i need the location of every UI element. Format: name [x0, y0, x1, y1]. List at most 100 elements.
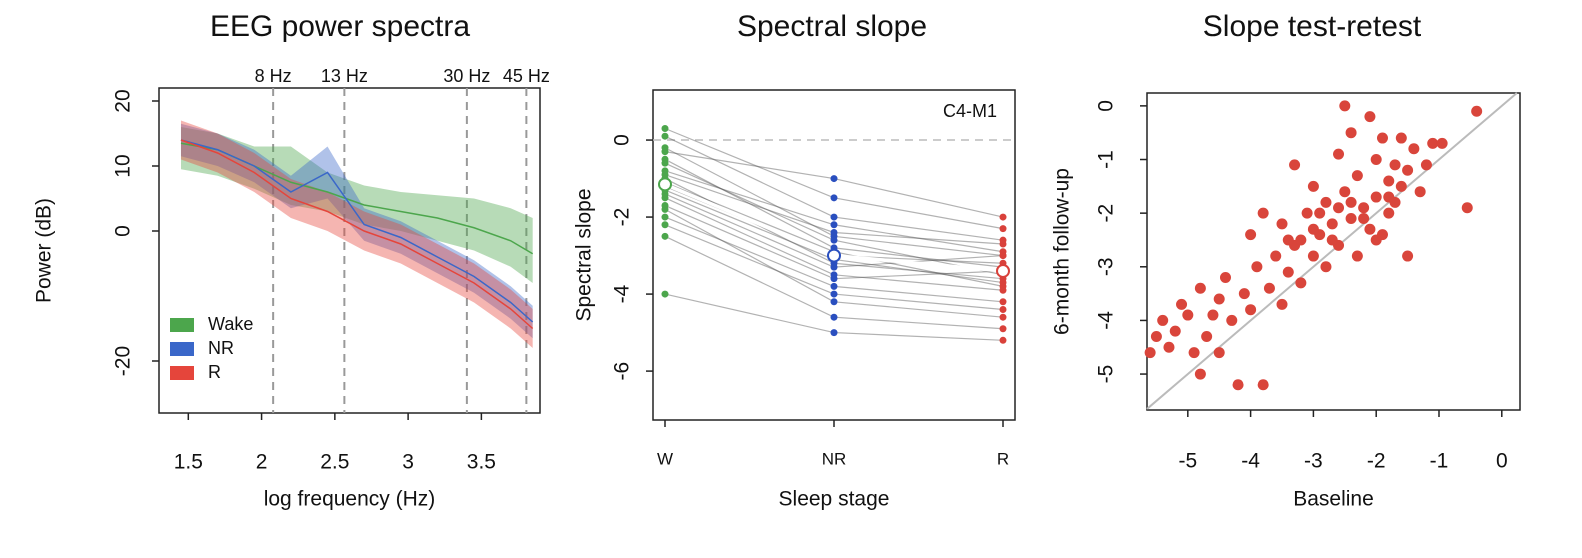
subject-point — [830, 290, 838, 298]
scatter-point — [1245, 304, 1257, 316]
subject-point — [830, 194, 838, 202]
scatter-point — [1364, 223, 1376, 235]
scatter-point — [1257, 207, 1269, 219]
scatter-point — [1395, 132, 1407, 144]
chart-title: EEG power spectra — [210, 10, 470, 43]
scatter-point — [1427, 137, 1439, 149]
scatter-point — [1389, 159, 1401, 171]
subject-point — [661, 232, 669, 240]
scatter-point — [1402, 164, 1414, 176]
scatter-point — [1182, 309, 1194, 321]
scatter-point — [1194, 368, 1206, 380]
subject-point — [830, 228, 838, 236]
scatter-point — [1232, 379, 1244, 391]
scatter-point — [1461, 202, 1473, 214]
y-tick-label: -2 — [611, 208, 634, 227]
scatter-point — [1289, 159, 1301, 171]
subject-point — [661, 202, 669, 210]
scatter-point — [1169, 325, 1181, 337]
scatter-point — [1364, 111, 1376, 123]
x-tick-label: 1.5 — [174, 451, 203, 474]
plot-frame — [158, 87, 541, 414]
subject-point — [830, 329, 838, 337]
subject-point — [999, 225, 1007, 233]
scatter-point — [1295, 234, 1307, 246]
scatter-point — [1314, 207, 1326, 219]
x-tick-label: 0 — [1496, 450, 1508, 473]
frequency-label: 8 Hz — [255, 66, 292, 86]
x-axis-label: Sleep stage — [779, 488, 890, 511]
scatter-point — [1339, 186, 1351, 198]
scatter-point — [1157, 314, 1169, 326]
subject-point — [830, 313, 838, 321]
legend-swatch — [170, 342, 194, 356]
subject-point — [661, 171, 669, 179]
subject-point — [999, 236, 1007, 244]
scatter-point — [1150, 331, 1162, 343]
chart-title: Slope test-retest — [1203, 10, 1422, 43]
scatter-point — [1370, 234, 1382, 246]
scatter-point — [1351, 170, 1363, 182]
x-axis-label: log frequency (Hz) — [264, 488, 436, 511]
subject-point — [830, 236, 838, 244]
subject-point — [830, 221, 838, 229]
subject-point — [830, 175, 838, 183]
x-tick-label: NR — [822, 449, 847, 468]
legend-swatch — [170, 318, 194, 332]
x-tick-label: R — [997, 449, 1009, 468]
y-tick-label: -1 — [1095, 150, 1118, 169]
scatter-point — [1251, 261, 1263, 273]
scatter-point — [1282, 266, 1294, 278]
annotation: C4-M1 — [943, 101, 997, 121]
scatter-point — [1257, 379, 1269, 391]
x-tick-label: 3.5 — [467, 451, 496, 474]
subject-point — [661, 213, 669, 221]
scatter-point — [1383, 191, 1395, 203]
x-tick-label: -2 — [1367, 450, 1386, 473]
x-tick-label: 2.5 — [320, 451, 349, 474]
subject-point — [830, 282, 838, 290]
scatter-point — [1213, 347, 1225, 359]
x-tick-label: 3 — [402, 451, 414, 474]
scatter-point — [1144, 347, 1156, 359]
frequency-label: 30 Hz — [443, 66, 490, 86]
x-tick-label: -3 — [1304, 450, 1323, 473]
y-tick-label: 20 — [112, 89, 135, 112]
chart-title: Spectral slope — [737, 10, 927, 43]
scatter-point — [1270, 250, 1282, 262]
scatter-point — [1295, 277, 1307, 289]
y-tick-label: -20 — [112, 346, 135, 376]
scatter-point — [1219, 272, 1231, 284]
y-tick-label: -6 — [611, 362, 634, 381]
scatter-point — [1213, 293, 1225, 305]
scatter-point — [1226, 314, 1238, 326]
scatter-point — [1345, 196, 1357, 208]
scatter-point — [1358, 202, 1370, 214]
scatter-point — [1276, 218, 1288, 230]
y-tick-label: 0 — [112, 225, 135, 237]
y-tick-label: -5 — [1095, 365, 1118, 384]
x-tick-label: -1 — [1430, 450, 1449, 473]
scatter-point — [1358, 213, 1370, 225]
scatter-point — [1163, 341, 1175, 353]
subject-point — [661, 221, 669, 229]
scatter-point — [1414, 186, 1426, 198]
subject-point — [999, 313, 1007, 321]
legend-label: Wake — [208, 314, 253, 334]
scatter-point — [1263, 282, 1275, 294]
scatter-point — [1370, 191, 1382, 203]
legend-label: R — [208, 362, 221, 382]
y-tick-label: 10 — [112, 154, 135, 177]
y-tick-label: -4 — [1095, 311, 1118, 330]
subject-point — [661, 148, 669, 156]
confidence-band — [180, 120, 533, 348]
legend-label: NR — [208, 338, 234, 358]
scatter-point — [1402, 250, 1414, 262]
confidence-band — [180, 123, 533, 339]
spectrum-line — [180, 139, 534, 330]
subject-point — [999, 279, 1007, 287]
scatter-point — [1301, 207, 1313, 219]
scatter-point — [1320, 196, 1332, 208]
scatter-point — [1188, 347, 1200, 359]
y-tick-label: 0 — [1095, 100, 1118, 112]
